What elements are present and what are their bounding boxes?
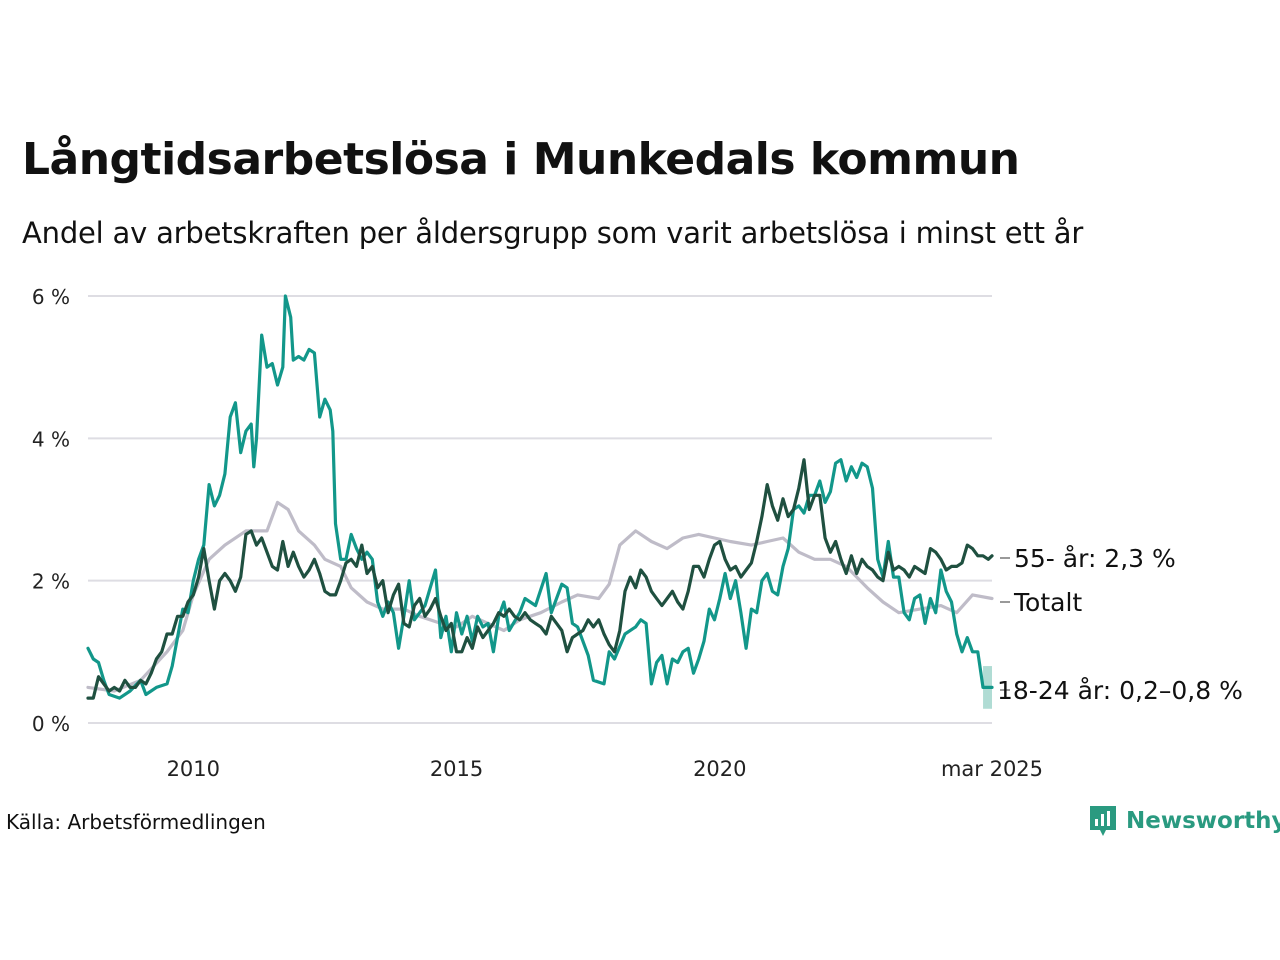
x-tick-label: 2010	[167, 757, 220, 781]
y-tick-label: 2 %	[32, 570, 70, 594]
series-label-senior: 55- år: 2,3 %	[1014, 544, 1176, 573]
line-chart: 0 % 2 % 4 % 6 % 2010 2015 2020 mar 2025 Totalt 18…	[32, 285, 1243, 781]
series-line-total	[86, 500, 994, 693]
y-tick-label: 4 %	[32, 427, 70, 451]
chart-subtitle: Andel av arbetskraften per åldersgrupp s…	[22, 216, 1084, 250]
x-tick-label: 2020	[693, 757, 746, 781]
y-tick-label: 6 %	[32, 285, 70, 309]
y-tick-label: 0 %	[32, 712, 70, 736]
newsworthy-logo-text: Newsworthy	[1126, 808, 1280, 834]
chart-title: Långtidsarbetslösa i Munkedals kommun	[22, 134, 1020, 185]
series-line-youth	[86, 294, 994, 700]
x-tick-label: 2015	[430, 757, 483, 781]
newsworthy-logo-icon	[1090, 806, 1116, 836]
series-label-total: Totalt	[1013, 588, 1082, 617]
source-text: Källa: Arbetsförmedlingen	[6, 810, 266, 834]
newsworthy-logo[interactable]: Newsworthy	[1088, 804, 1280, 838]
series-label-youth: 18-24 år: 0,2–0,8 %	[997, 676, 1243, 705]
x-tick-label: mar 2025	[941, 757, 1043, 781]
series-line-senior	[86, 458, 994, 700]
